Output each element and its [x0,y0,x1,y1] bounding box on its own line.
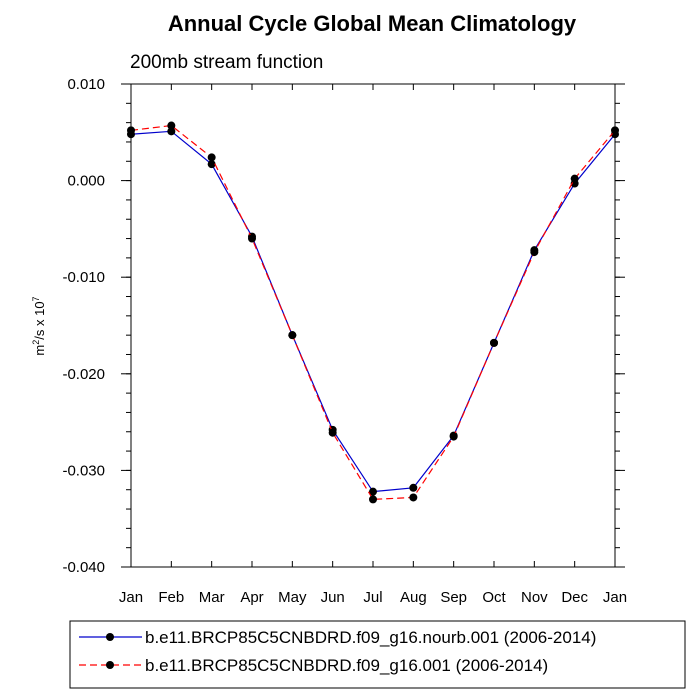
x-tick-label: Jan [603,589,627,606]
y-label-base: m [32,345,47,356]
chart-title: Annual Cycle Global Mean Climatology [168,11,577,36]
x-tick-label: Jan [119,589,143,606]
y-tick-label: 0.000 [67,173,105,190]
x-tick-label: Apr [240,589,263,606]
legend-box [69,620,686,689]
legend: b.e11.BRCP85C5CNBDRD.f09_g16.nourb.001 (… [79,628,596,675]
y-tick-labels: 0.010 0.000 -0.010 -0.020 -0.030 -0.040 [62,76,105,576]
series-2-point [328,428,337,437]
legend-marker-2 [106,661,114,669]
plot-series [127,121,619,504]
series-2-point [570,174,579,183]
y-axis-label: m2/s x 107 [31,296,47,355]
legend-marker-1 [106,633,114,641]
axis-ticks [121,83,625,568]
x-tick-labels: Jan Feb Mar Apr May Jun Jul Aug Sep Oct Nov Dec Jan [119,589,627,606]
y-tick-label: -0.010 [62,269,105,286]
x-tick-label: Jun [321,589,345,606]
y-label-mid: /s x 10 [32,301,47,339]
x-tick-label: Jul [363,589,382,606]
y-tick-label: -0.020 [62,366,105,383]
series-2-point [490,338,498,347]
y-tick-label: 0.010 [67,76,105,93]
x-tick-label: Nov [521,589,548,606]
series-2-point [449,432,458,441]
y-label-sup2: 7 [31,296,41,301]
series-line-1 [130,130,616,493]
x-tick-label: Oct [482,589,506,606]
series-2-point [288,331,297,340]
series-2-point [530,248,539,257]
legend-label-2: b.e11.BRCP85C5CNBDRD.f09_g16.001 (2006-2… [145,656,548,675]
x-tick-label: May [278,589,307,606]
legend-label-1: b.e11.BRCP85C5CNBDRD.f09_g16.nourb.001 (… [145,628,596,647]
x-tick-label: Sep [440,589,467,606]
series-2-point [248,234,256,243]
series-2-point [207,153,216,162]
series-1-point [207,160,216,169]
series-2-point [409,493,418,502]
series-1-point [409,483,418,492]
y-label-sup1: 2 [31,340,41,345]
chart-subtitle: 200mb stream function [130,52,323,73]
series-2-point [167,121,176,130]
x-tick-label: Dec [561,589,588,606]
y-tick-label: -0.030 [62,462,105,479]
x-tick-label: Mar [199,589,225,606]
x-tick-label: Feb [158,589,184,606]
x-tick-label: Aug [400,589,427,606]
series-line-2 [130,124,616,500]
series-1-point [167,127,176,136]
series-2-point [369,495,377,504]
plot-frame [130,83,616,568]
y-tick-label: -0.040 [62,559,105,576]
series-1-point [369,487,377,496]
